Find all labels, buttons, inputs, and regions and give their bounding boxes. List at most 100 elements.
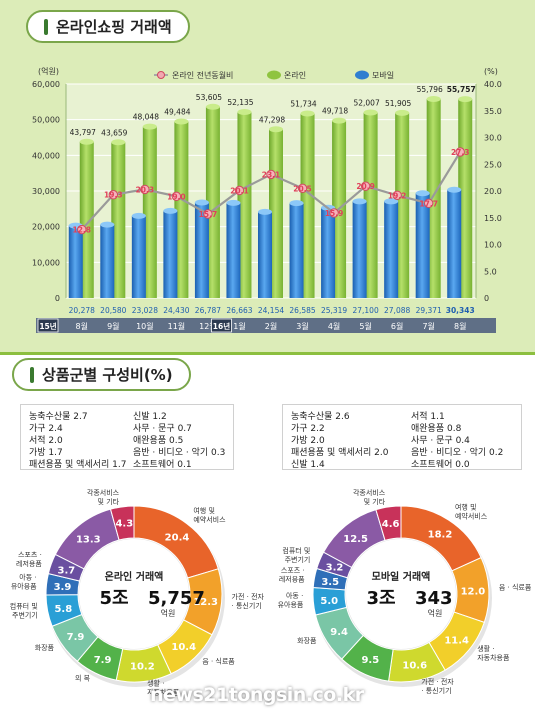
mobile-value-label: 27,088: [384, 306, 410, 315]
yoy-value-label: 27.3: [451, 148, 470, 157]
bar-mobile-top: [289, 200, 304, 207]
yoy-value-label: 12.8: [73, 226, 92, 235]
top-title-text: 온라인쇼핑 거래액: [56, 18, 172, 36]
donut-center-title: 모바일 거래액: [372, 570, 431, 583]
x-tick-label: 11월: [168, 321, 186, 331]
x-tick-label: 5월: [359, 321, 371, 331]
y2-tick-label: 40.0: [484, 80, 502, 89]
mobile-value-label: 25,319: [321, 306, 347, 315]
y-tick-label: 10,000: [32, 258, 60, 267]
y-tick-label: 0: [55, 294, 60, 303]
slice-category-label: 예약서비스: [455, 511, 488, 520]
yoy-point: [423, 198, 434, 209]
yoy-value-label: 20.9: [356, 182, 375, 191]
legend-col-left: 농축수산물 2.6 가구 2.2 가방 2.0 패션용품 및 액세서리 2.0 …: [291, 411, 388, 471]
online-value-label: 47,298: [259, 115, 285, 124]
yoy-value-label: 20.5: [293, 184, 312, 193]
slice-category-label: 유아용품: [11, 581, 37, 590]
donut-hole: [79, 539, 189, 649]
legend-entry: 신발 1.4: [291, 460, 325, 470]
slice-category-label: 주변기기: [285, 555, 311, 564]
bottom-title-text: 상품군별 구성비(%): [42, 366, 173, 384]
bar-online-top: [237, 109, 252, 116]
slice-category-label: 레저용품: [279, 574, 305, 583]
bar-online-top: [79, 138, 94, 145]
legend-entry: 가방 1.7: [29, 448, 63, 458]
slice-category-label: 가전 · 전자: [421, 677, 454, 686]
bar-mobile: [226, 202, 241, 298]
slice-category-label: 레저용품: [16, 559, 42, 568]
y-tick-label: 30,000: [32, 187, 60, 196]
yoy-value-label: 17.7: [419, 199, 438, 208]
bar-mobile-top: [447, 186, 462, 193]
bar-online-top: [332, 117, 347, 124]
x-tick-label: 9월: [107, 321, 119, 331]
bar-mobile: [258, 211, 272, 298]
bar-mobile-top: [194, 199, 209, 206]
online-value-label: 49,718: [322, 107, 348, 116]
yoy-value-label: 20.1: [230, 186, 249, 195]
slice-category-label: 아동 ·: [19, 572, 36, 581]
legend-entry: 애완용품 0.8: [411, 424, 462, 434]
mobile-value-label: 23,028: [132, 306, 158, 315]
legend-entry: 가구 2.4: [29, 424, 63, 434]
x-tick-label: 3월: [296, 321, 308, 331]
slice-value-label: 12.5: [343, 534, 368, 545]
slice-category-label: · 통신기기: [232, 601, 262, 610]
y2-tick-label: 30.0: [484, 134, 502, 143]
y2-tick-label: 20.0: [484, 187, 502, 196]
mobile-value-label: 20,580: [100, 306, 126, 315]
yoy-point: [140, 184, 150, 195]
slice-category-label: 의 복: [75, 673, 91, 682]
donut-slice: [109, 505, 135, 541]
legend-entry: 가구 2.2: [291, 424, 325, 434]
bar-mobile: [415, 193, 430, 298]
yoy-value-label: 15.7: [199, 210, 218, 219]
year-badge: [211, 318, 232, 333]
donut-center-unit: 억원: [161, 608, 176, 618]
mobile-value-label: 29,371: [416, 306, 442, 315]
y2-tick-label: 35.0: [484, 107, 502, 116]
bar-mobile: [131, 215, 146, 298]
legend-entry: 음반 · 비디오 · 악기 0.3: [133, 448, 226, 458]
year-badge-label: 15년: [39, 321, 56, 331]
mobile-value-label: 26,787: [195, 306, 221, 315]
category-strip: [36, 318, 496, 333]
bar-mobile-top: [131, 212, 146, 219]
slice-value-label: 3.7: [58, 565, 76, 576]
bar-line-chart: 60,000 50,000 40,000 30,000 20,000 10,000 0 40.…: [32, 66, 502, 333]
slice-category-label: 여행 및: [455, 502, 477, 511]
mobile-value-label: 26,663: [226, 306, 252, 315]
online-value-label: 51,734: [290, 99, 316, 108]
bar-mobile: [68, 225, 83, 298]
legend-label: 온라인: [284, 70, 306, 80]
yoy-value-label: 19.0: [167, 192, 186, 201]
bar-online: [363, 112, 378, 299]
online-value-label: 51,905: [385, 99, 411, 108]
bar-online-top: [300, 110, 315, 117]
bar-mobile-top: [258, 208, 272, 215]
online-value-label: 43,797: [70, 128, 96, 137]
bar-online-top: [426, 95, 441, 102]
y2-tick-label: 5.0: [484, 267, 497, 276]
y-tick-label: 20,000: [32, 223, 60, 232]
slice-category-label: 음 · 식료품: [202, 656, 235, 665]
slice-value-label: 3.9: [54, 582, 72, 593]
legend-entry: 패션용품 및 액세서리 2.0: [291, 448, 389, 458]
bar-mobile: [100, 224, 115, 298]
slice-category-label: 여행 및: [193, 506, 215, 515]
donut-slice: [375, 505, 402, 541]
donut-center-big1: 5조: [99, 588, 128, 609]
y-tick-label: 40,000: [32, 151, 60, 160]
y-tick-label: 60,000: [32, 80, 60, 89]
yoy-value-label: 23.1: [262, 170, 281, 179]
slice-category-label: 유아용품: [278, 600, 304, 609]
legend-entry: 패션용품 및 액세서리 1.7: [29, 460, 127, 470]
bar-online-top: [174, 118, 189, 125]
slice-value-label: 3.5: [321, 577, 339, 588]
donut-center-big2: 343: [415, 588, 453, 609]
x-tick-label: 8월: [454, 321, 466, 331]
bar-online: [142, 126, 157, 298]
online-value-label: 43,659: [101, 128, 127, 137]
slice-value-label: 7.9: [94, 655, 112, 666]
